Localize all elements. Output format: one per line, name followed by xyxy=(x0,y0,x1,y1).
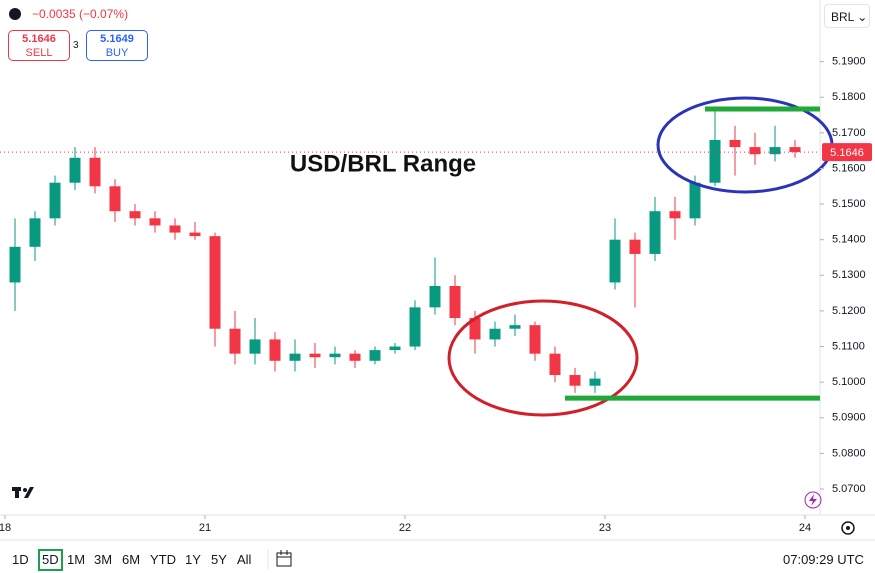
buy-price: 5.1649 xyxy=(100,33,134,45)
range-button[interactable]: 1D xyxy=(12,552,29,567)
calendar-icon[interactable] xyxy=(276,550,292,567)
candle-body xyxy=(589,378,601,386)
y-tick-label: 5.1400 xyxy=(832,234,866,246)
candle-body xyxy=(129,211,141,219)
y-tick-label: 5.0900 xyxy=(832,412,866,424)
candle-body xyxy=(669,211,681,219)
y-tick-label: 5.1000 xyxy=(832,376,866,388)
candle-body xyxy=(329,353,341,358)
candle-body xyxy=(249,339,261,354)
candle-body xyxy=(629,239,641,254)
candle-body xyxy=(709,139,721,183)
chart-title: USD/BRL Range xyxy=(290,150,476,177)
candle-body xyxy=(409,307,421,347)
x-tick-label: 21 xyxy=(199,522,211,534)
candle-body xyxy=(569,375,581,386)
sell-label: SELL xyxy=(25,47,53,59)
candle-body xyxy=(29,218,41,247)
candle-body xyxy=(689,182,701,219)
candle-body xyxy=(729,139,741,148)
y-tick-label: 5.1100 xyxy=(832,340,865,352)
range-button[interactable]: 6M xyxy=(122,552,141,567)
candle-body xyxy=(349,353,361,361)
y-tick-label: 5.1800 xyxy=(832,91,866,103)
last-price-label: 5.1646 xyxy=(830,147,864,159)
y-tick-label: 5.1700 xyxy=(832,127,866,139)
lightning-icon[interactable] xyxy=(804,491,822,509)
candle-body xyxy=(89,157,101,187)
candle-body xyxy=(469,318,481,340)
candle-body xyxy=(169,225,181,233)
candle-body xyxy=(149,218,161,226)
candle-body xyxy=(509,325,521,329)
candle-body xyxy=(449,285,461,319)
candle-body xyxy=(209,236,221,329)
range-button[interactable]: All xyxy=(237,552,252,567)
range-ellipse xyxy=(447,299,639,417)
x-tick-label: 23 xyxy=(599,522,611,534)
y-tick-label: 5.1300 xyxy=(832,269,866,281)
candle-body xyxy=(109,186,121,212)
symbol: BRL xyxy=(831,10,854,24)
candle-body xyxy=(69,157,81,183)
candle-body xyxy=(189,232,201,237)
x-tick-label: 18 xyxy=(0,522,11,534)
price-change: −0.0035 (−0.07%) xyxy=(32,7,129,21)
range-button[interactable]: 1Y xyxy=(185,552,201,567)
clock: 07:09:29 UTC xyxy=(783,552,864,567)
range-button[interactable]: 1M xyxy=(67,552,86,567)
symbol-select[interactable]: BRL ⌄ xyxy=(824,4,870,28)
last-price-badge xyxy=(822,143,872,162)
y-tick-label: 5.1900 xyxy=(832,56,866,68)
candle-body xyxy=(389,346,401,351)
y-tick-label: 5.0700 xyxy=(832,483,866,495)
range-button[interactable]: 5D xyxy=(38,549,63,571)
candle-body xyxy=(529,325,541,354)
y-tick-label: 5.1200 xyxy=(832,305,866,317)
candle-body xyxy=(489,328,501,340)
x-tick-label: 24 xyxy=(799,522,811,534)
range-button[interactable]: YTD xyxy=(150,552,176,567)
candle-body xyxy=(369,350,381,361)
candle-body xyxy=(649,211,661,254)
candle-body xyxy=(769,147,781,155)
status-dot xyxy=(9,8,21,20)
y-tick-label: 5.1600 xyxy=(832,162,866,174)
y-tick-label: 5.0800 xyxy=(832,447,866,459)
sell-button[interactable]: 5.1646 SELL xyxy=(8,30,70,61)
candle-body xyxy=(9,246,21,283)
candle-body xyxy=(749,147,761,155)
y-tick-label: 5.1500 xyxy=(832,198,866,210)
tv-logo xyxy=(12,487,34,498)
candle-body xyxy=(229,328,241,354)
x-tick-label: 22 xyxy=(399,522,411,534)
candle-body xyxy=(309,353,321,358)
candle-body xyxy=(789,147,801,153)
candle-body xyxy=(289,353,301,361)
spread: 3 xyxy=(73,40,79,51)
sell-price: 5.1646 xyxy=(22,33,56,45)
candle-body xyxy=(49,182,61,219)
candle-body xyxy=(429,285,441,308)
settings-icon[interactable] xyxy=(841,521,855,535)
candle-body xyxy=(549,353,561,376)
candle-body xyxy=(609,239,621,283)
range-button[interactable]: 5Y xyxy=(211,552,227,567)
candle-body xyxy=(269,339,281,361)
range-button[interactable]: 3M xyxy=(94,552,113,567)
buy-label: BUY xyxy=(105,47,129,59)
buy-button[interactable]: 5.1649 BUY xyxy=(86,30,148,61)
